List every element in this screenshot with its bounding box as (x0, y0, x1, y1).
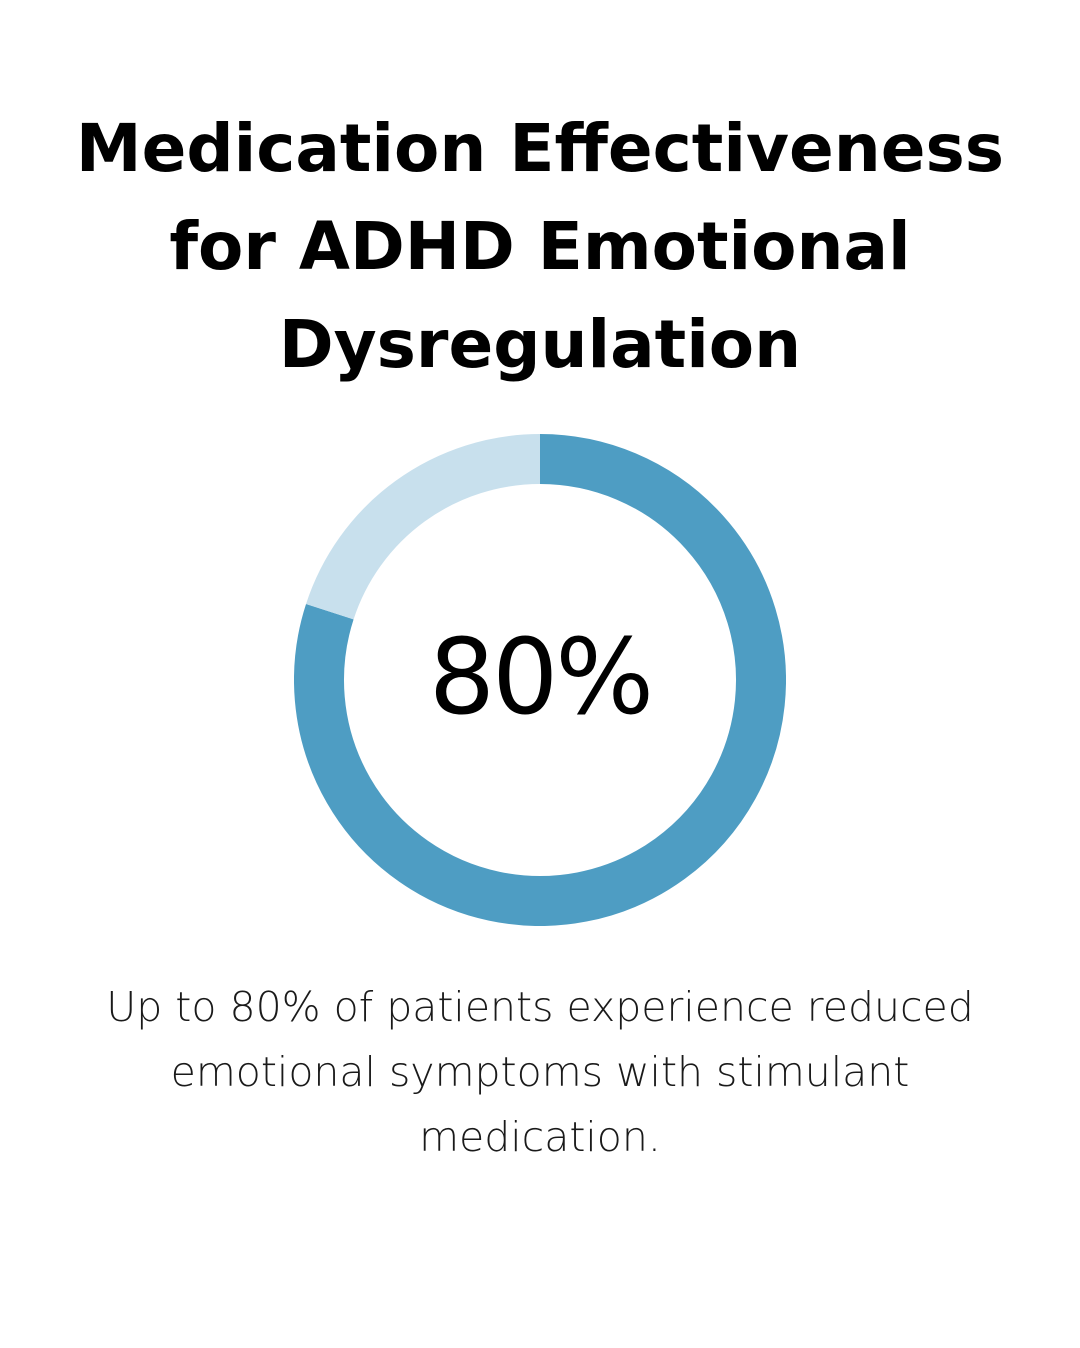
chart-title: Medication Effectiveness for ADHD Emotio… (40, 100, 1040, 394)
donut-slice-remainder (306, 434, 541, 620)
title-line: Dysregulation (278, 306, 802, 383)
donut-slice-filled (294, 434, 786, 926)
title-line: Medication Effectiveness (75, 110, 1005, 187)
caption-line: medication. (419, 1113, 661, 1161)
center-percentage-label: 80% (428, 616, 654, 738)
donut-chart-svg (294, 434, 786, 926)
caption-line: Up to 80% of patients experience reduced (106, 983, 974, 1031)
donut-chart: 80% (294, 434, 786, 926)
title-line: for ADHD Emotional (169, 208, 911, 285)
caption-line: emotional symptoms with stimulant (170, 1048, 910, 1096)
chart-caption: Up to 80% of patients experience reduced… (40, 975, 1040, 1170)
